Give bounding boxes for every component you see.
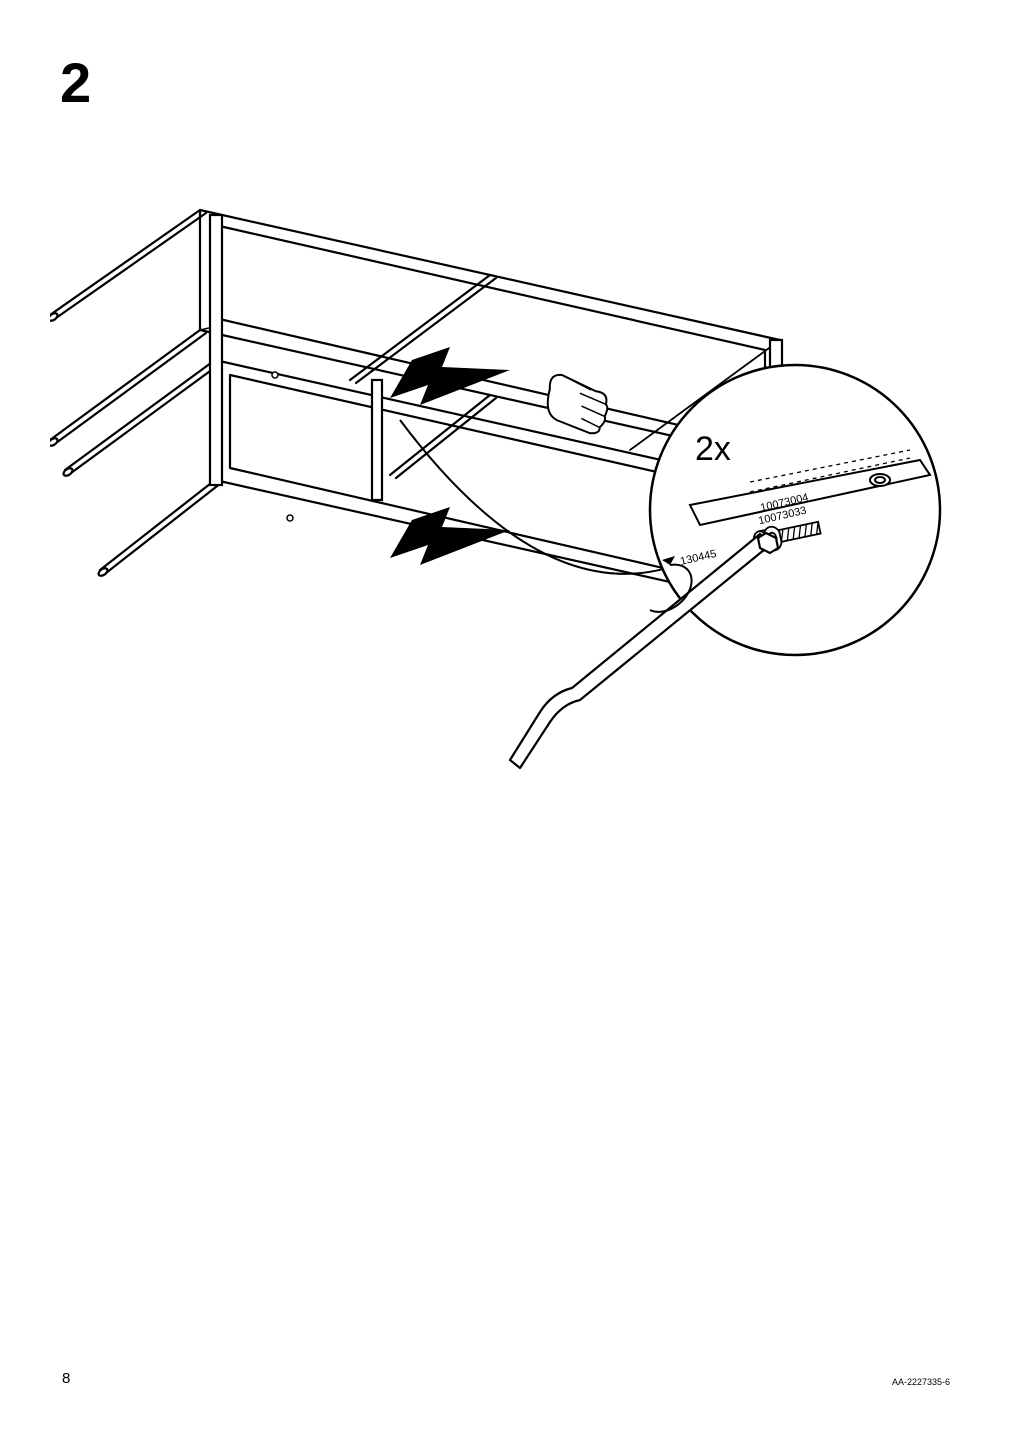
assembly-diagram <box>50 140 962 820</box>
document-id: AA-2227335-6 <box>892 1377 950 1387</box>
quantity-label: 2x <box>695 430 731 469</box>
page-container: 2 <box>0 0 1012 1432</box>
step-number: 2 <box>60 50 91 115</box>
page-number: 8 <box>62 1370 70 1387</box>
